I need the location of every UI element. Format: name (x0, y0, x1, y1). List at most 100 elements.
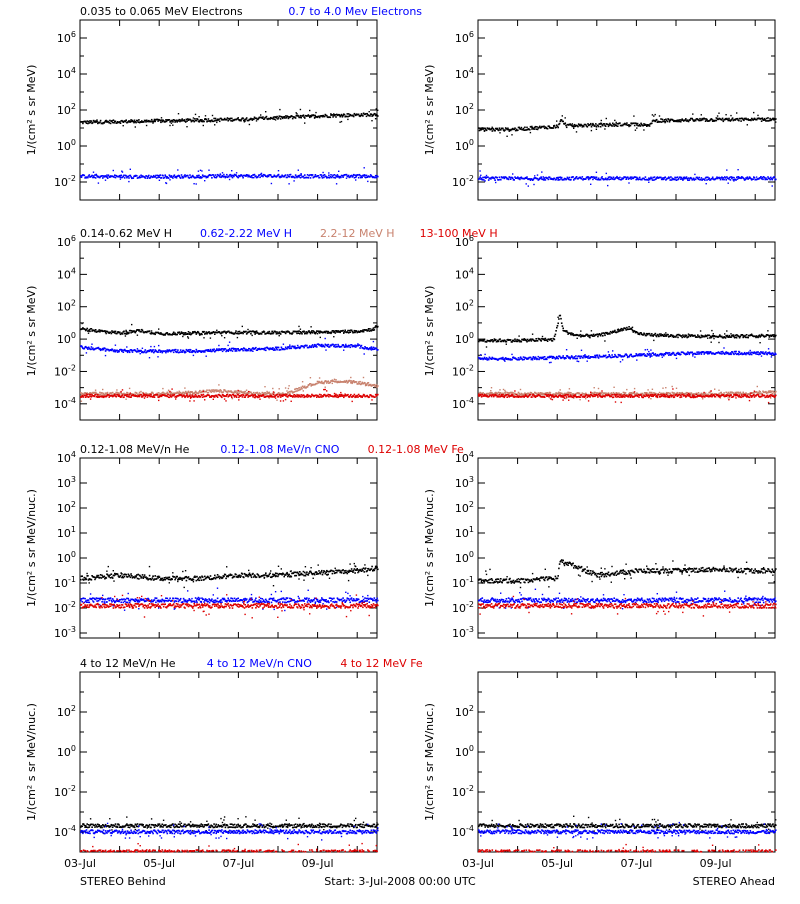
data-point (314, 176, 316, 178)
data-point (361, 113, 363, 115)
data-point (262, 116, 264, 118)
data-point (130, 119, 132, 121)
data-point (761, 120, 763, 122)
data-point (278, 174, 280, 176)
data-point (644, 179, 646, 181)
data-point (320, 382, 322, 384)
data-point (640, 355, 642, 357)
data-point (588, 179, 590, 181)
data-point (247, 329, 248, 330)
data-point (91, 328, 93, 330)
data-point (304, 174, 306, 176)
data-point (608, 177, 610, 179)
data-point (293, 391, 295, 393)
data-point (330, 117, 332, 119)
data-point (554, 357, 556, 359)
data-point (569, 332, 571, 334)
data-point (189, 333, 191, 335)
data-point (730, 176, 732, 178)
data-point (660, 118, 662, 120)
data-point (526, 129, 528, 131)
data-point (746, 178, 748, 180)
data-point (273, 332, 275, 334)
data-point (213, 389, 215, 391)
data-point (774, 334, 776, 336)
data-point (130, 169, 131, 170)
data-point (738, 120, 740, 122)
data-point (303, 347, 305, 349)
data-point (360, 115, 362, 117)
data-point (635, 355, 637, 357)
data-point (660, 177, 662, 179)
data-point (593, 334, 595, 336)
data-point (306, 345, 308, 347)
data-point (602, 125, 604, 127)
data-point (560, 176, 562, 178)
data-point (313, 345, 315, 347)
data-point (354, 330, 356, 332)
data-point (356, 331, 357, 332)
data-point (215, 389, 217, 391)
data-point (569, 177, 571, 179)
data-point (679, 176, 681, 178)
data-point (279, 335, 280, 336)
data-point (316, 396, 318, 398)
data-point (492, 130, 494, 132)
data-point (561, 322, 563, 324)
data-point (349, 330, 351, 332)
data-point (519, 358, 521, 360)
data-point (293, 394, 295, 396)
data-point (734, 337, 736, 339)
data-point (480, 354, 481, 355)
data-point (750, 120, 752, 122)
data-point (522, 359, 524, 361)
data-point (708, 177, 710, 179)
data-point (663, 355, 665, 357)
data-point (613, 124, 615, 126)
data-point (143, 393, 144, 394)
data-point (205, 333, 207, 335)
data-point (486, 175, 487, 176)
data-point (371, 349, 372, 350)
data-point (268, 176, 270, 178)
data-point (660, 121, 662, 123)
data-point (537, 340, 539, 342)
data-point (366, 116, 368, 118)
data-point (116, 392, 118, 394)
data-point (760, 118, 762, 120)
data-point (190, 349, 192, 351)
data-point (193, 117, 194, 118)
data-point (656, 119, 658, 121)
data-point (486, 346, 487, 347)
data-point (238, 333, 240, 335)
data-point (272, 396, 274, 398)
data-point (336, 396, 338, 398)
data-point (150, 121, 152, 123)
data-point (264, 331, 266, 333)
data-point (721, 177, 722, 178)
data-point (534, 175, 535, 176)
data-point (90, 394, 92, 396)
data-point (248, 391, 249, 392)
data-point (108, 122, 110, 124)
data-point (280, 118, 282, 120)
data-point (706, 119, 708, 121)
data-point (312, 344, 314, 346)
data-point (639, 353, 641, 355)
data-point (324, 346, 326, 348)
data-point (616, 125, 618, 127)
data-point (111, 392, 113, 394)
data-point (554, 178, 556, 180)
data-point (596, 172, 597, 173)
data-point (540, 340, 542, 342)
data-point (232, 398, 233, 399)
data-point (320, 174, 322, 176)
data-point (723, 177, 725, 179)
data-point (169, 391, 170, 392)
data-point (239, 392, 241, 394)
data-point (203, 337, 204, 338)
data-point (356, 381, 358, 383)
data-point (301, 388, 303, 390)
y-axis-label: 1/(cm² s sr MeV) (423, 286, 436, 377)
data-point (178, 113, 179, 114)
